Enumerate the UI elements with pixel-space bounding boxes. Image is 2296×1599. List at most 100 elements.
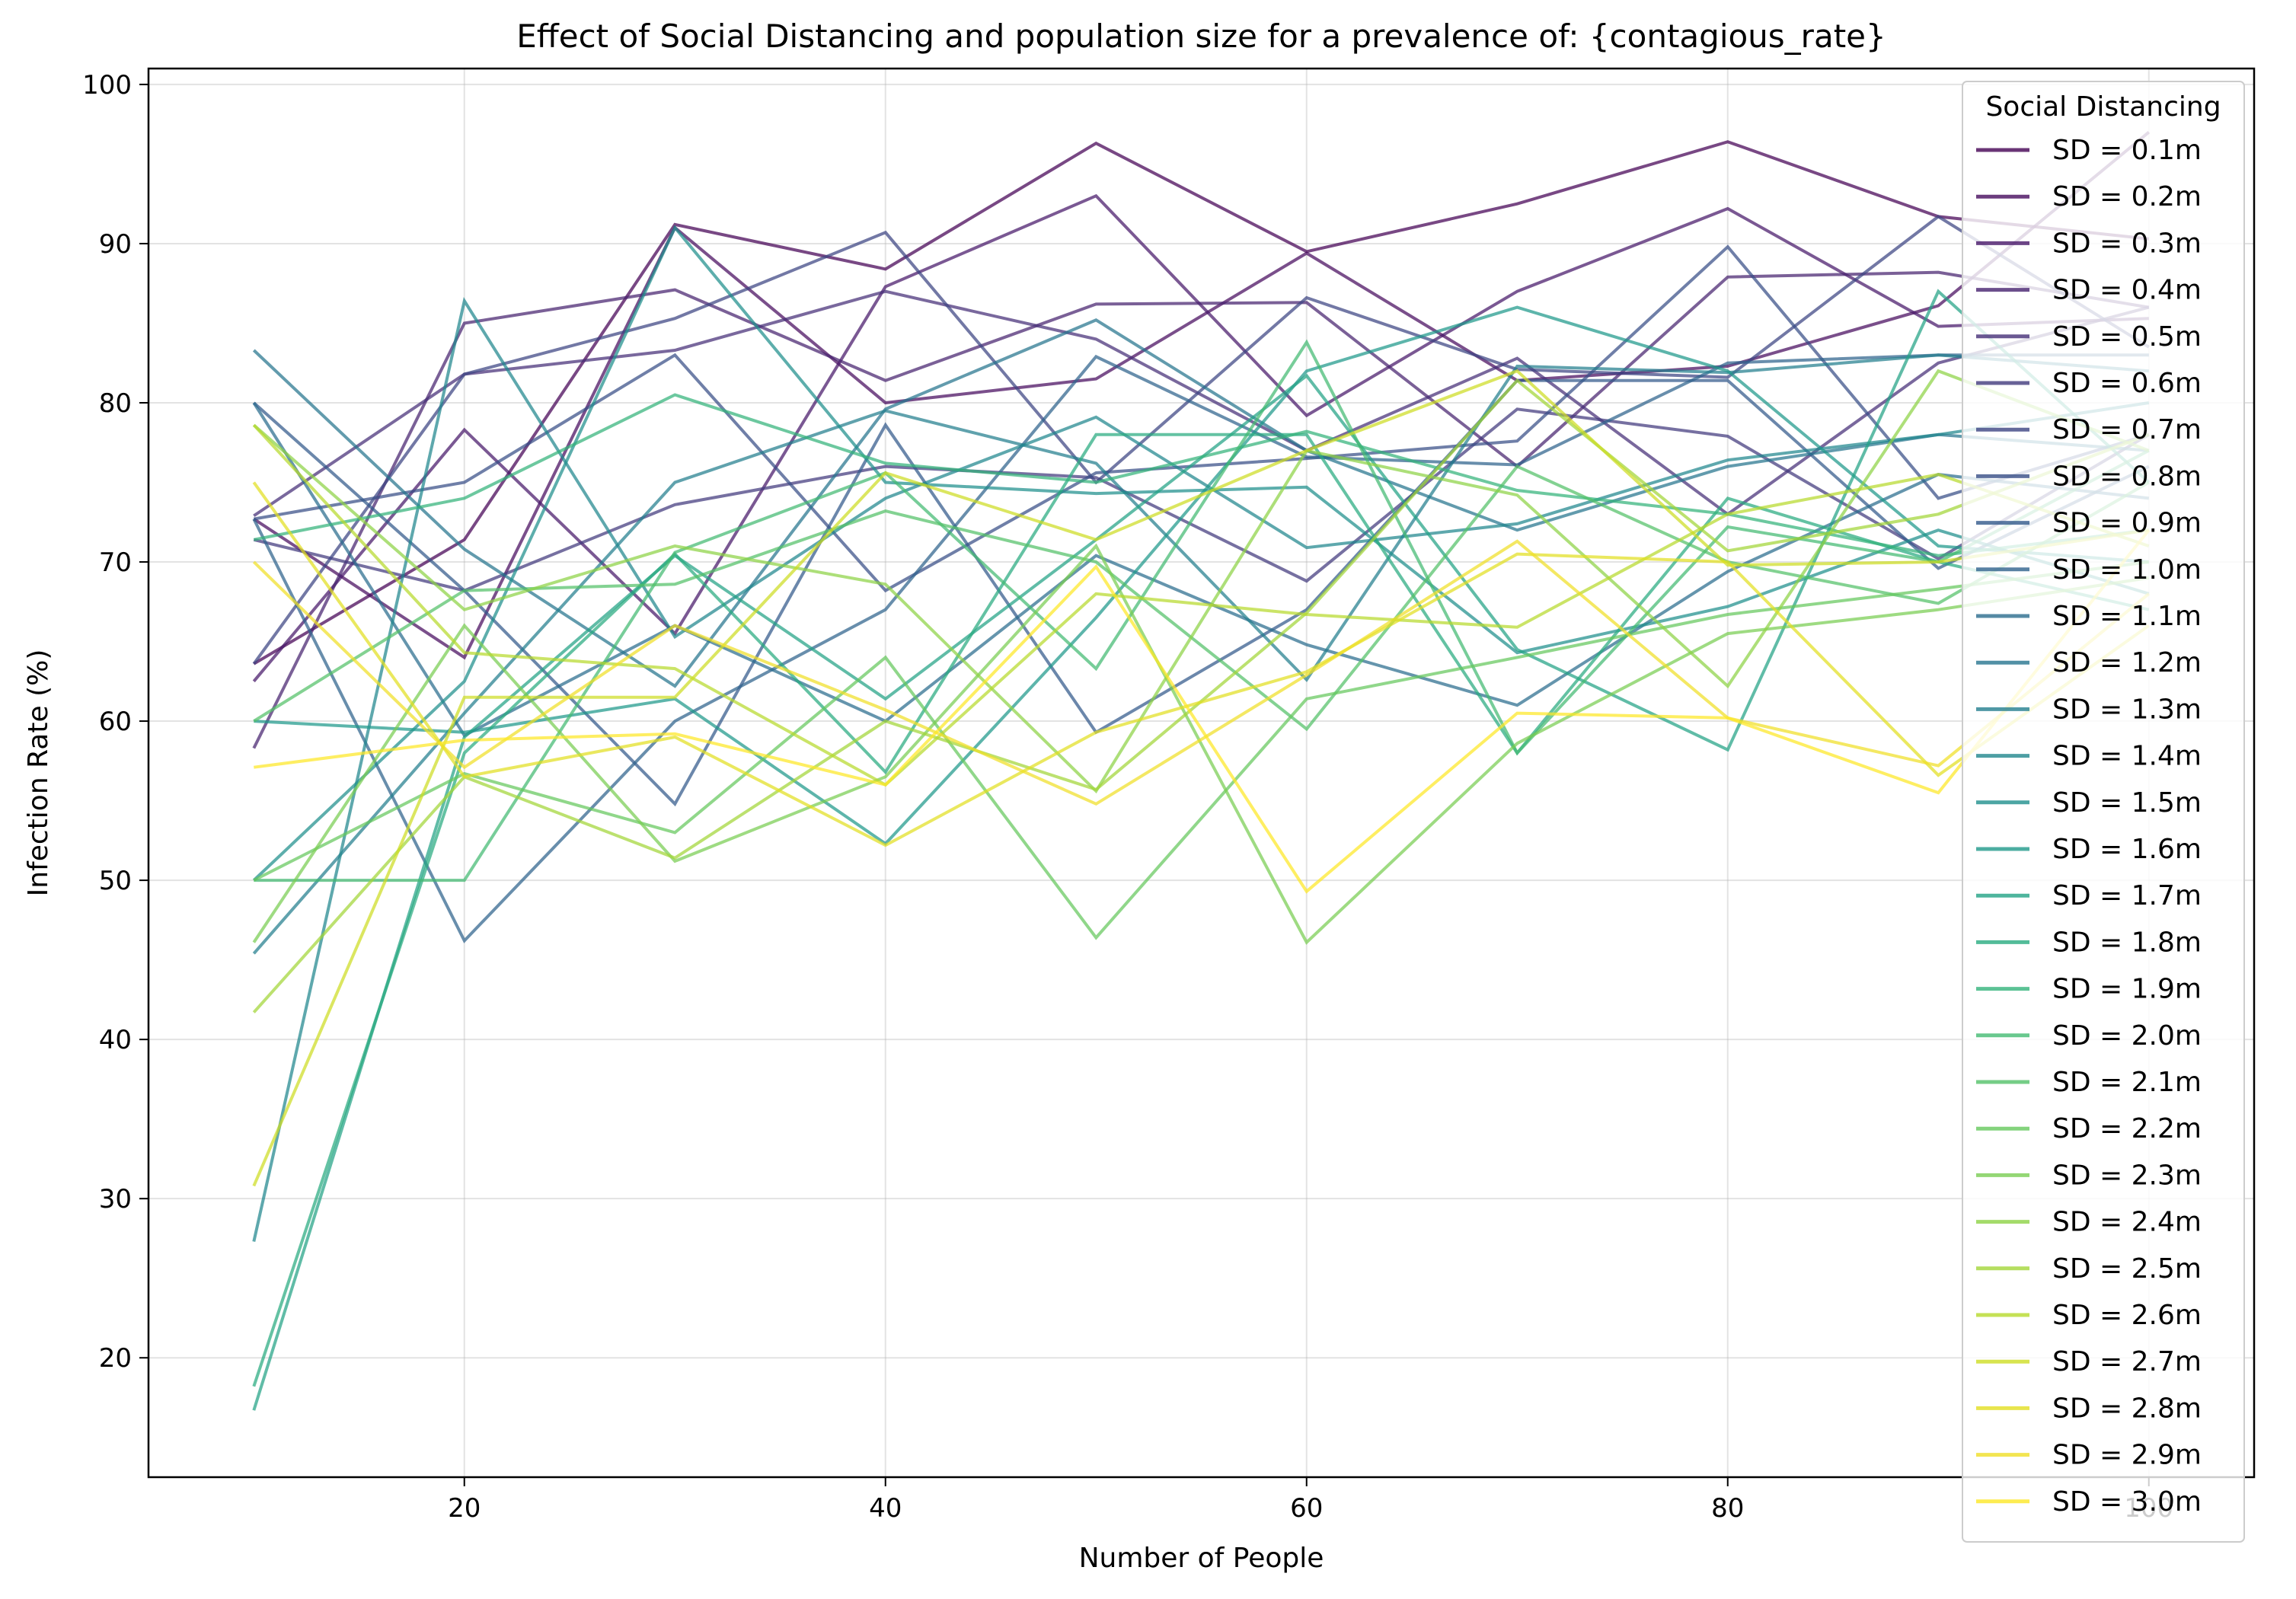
legend-label: SD = 2.8m <box>2052 1393 2202 1424</box>
legend-label: SD = 2.7m <box>2052 1346 2202 1377</box>
legend-item: SD = 1.4m <box>1976 741 2202 772</box>
legend-label: SD = 2.3m <box>2052 1160 2202 1191</box>
y-tick-label: 40 <box>99 1025 132 1055</box>
series-line-1-0m <box>252 353 2149 943</box>
y-tick-label: 100 <box>82 70 132 101</box>
series-line-0-7m <box>252 214 2150 665</box>
legend-item: SD = 0.7m <box>1976 414 2202 445</box>
legend-label: SD = 2.5m <box>2052 1253 2202 1285</box>
legend-item: SD = 0.1m <box>1976 135 2202 166</box>
y-tick-label: 90 <box>99 229 132 260</box>
legend-label: SD = 1.6m <box>2052 834 2202 865</box>
legend-item: SD = 2.3m <box>1976 1160 2202 1191</box>
y-tick-label: 50 <box>99 866 132 896</box>
legend-item: SD = 2.2m <box>1976 1113 2202 1144</box>
legend-label: SD = 0.7m <box>2052 414 2202 445</box>
series-line-0-4m <box>252 270 2150 749</box>
legend-label: SD = 1.8m <box>2052 927 2202 958</box>
series-line-2-3m <box>252 543 2150 945</box>
legend-box <box>1962 81 2245 1543</box>
legend-item: SD = 2.0m <box>1976 1020 2202 1052</box>
legend-label: SD = 0.2m <box>2052 181 2202 212</box>
legend-item: SD = 1.5m <box>1976 787 2202 819</box>
series-line-1-9m <box>253 393 2150 557</box>
series-lines <box>252 131 2151 1411</box>
series-line-2-2m <box>253 560 2150 940</box>
legend-label: SD = 2.9m <box>2052 1440 2202 1471</box>
legend-label: SD = 0.3m <box>2052 228 2202 259</box>
legend-item: SD = 0.6m <box>1976 368 2202 399</box>
series-line-1-3m <box>252 353 2149 955</box>
series-line-2-8m <box>252 481 2150 847</box>
series-line-2-0m <box>254 339 2150 882</box>
legend-label: SD = 1.1m <box>2052 601 2202 632</box>
y-tick-label: 20 <box>99 1343 132 1374</box>
series-line-0-1m <box>253 140 2150 665</box>
legend-label: SD = 2.4m <box>2052 1207 2202 1238</box>
legend-item: SD = 0.2m <box>1976 181 2202 212</box>
series-line-0-2m <box>253 131 2151 660</box>
legend-label: SD = 1.5m <box>2052 787 2202 819</box>
legend-label: SD = 2.1m <box>2052 1067 2202 1098</box>
y-axis-label: Infection Rate (%) <box>23 649 54 897</box>
legend-label: SD = 2.2m <box>2052 1113 2202 1144</box>
chart-title: Effect of Social Distancing and populati… <box>516 18 1886 55</box>
legend-item: SD = 0.8m <box>1976 461 2202 492</box>
x-axis-label: Number of People <box>1079 1543 1324 1574</box>
series-line-2-9m <box>252 539 2151 806</box>
legend-item: SD = 1.3m <box>1976 694 2202 725</box>
x-tick-label: 80 <box>1711 1493 1744 1524</box>
x-tick-label: 60 <box>1290 1493 1323 1524</box>
legend-item: SD = 0.9m <box>1976 508 2202 539</box>
series-line-2-6m <box>252 423 2150 787</box>
legend-label: SD = 0.5m <box>2052 321 2202 353</box>
legend-item: SD = 1.1m <box>1976 601 2202 632</box>
legend-items: SD = 0.1m SD = 0.2m SD = 0.3m SD = 0.4m SD =… <box>1976 135 2202 1518</box>
legend-label: SD = 0.1m <box>2052 135 2202 166</box>
legend-item: SD = 1.2m <box>1976 647 2202 678</box>
series-line-0-3m <box>252 193 2149 683</box>
legend-label: SD = 1.3m <box>2052 694 2202 725</box>
series-line-1-5m <box>252 225 2150 882</box>
legend-item: SD = 1.0m <box>1976 554 2202 586</box>
legend-item: SD = 2.9m <box>1976 1440 2202 1471</box>
legend-item: SD = 0.3m <box>1976 228 2202 259</box>
legend-item: SD = 1.6m <box>1976 834 2202 865</box>
axis-ticks: 204060801002030405060708090100 <box>82 70 2173 1524</box>
y-tick-label: 70 <box>99 547 132 578</box>
legend-item: SD = 2.6m <box>1976 1300 2202 1331</box>
legend-title: Social Distancing <box>1985 91 2221 123</box>
plot-frame <box>147 67 2256 1479</box>
series-line-1-2m <box>252 318 2149 688</box>
legend-item: SD = 2.8m <box>1976 1393 2202 1424</box>
x-tick-label: 40 <box>869 1493 902 1524</box>
legend-label: SD = 1.4m <box>2052 741 2202 772</box>
legend-item: SD = 1.9m <box>1976 974 2202 1005</box>
legend-item: SD = 2.5m <box>1976 1253 2202 1285</box>
legend-label: SD = 1.7m <box>2052 880 2202 911</box>
legend-item: SD = 2.7m <box>1976 1346 2202 1377</box>
legend-item: SD = 2.1m <box>1976 1067 2202 1098</box>
legend-item: SD = 0.5m <box>1976 321 2202 353</box>
legend-label: SD = 0.4m <box>2052 275 2202 306</box>
series-line-0-5m <box>253 289 2150 518</box>
y-tick-label: 30 <box>99 1184 132 1214</box>
legend-label: SD = 2.0m <box>2052 1020 2202 1052</box>
series-line-0-6m <box>253 407 2150 592</box>
series-line-2-4m <box>252 369 2150 794</box>
legend-label: SD = 3.0m <box>2052 1486 2202 1518</box>
legend-label: SD = 1.0m <box>2052 554 2202 586</box>
legend-label: SD = 1.9m <box>2052 974 2202 1005</box>
legend-item: SD = 3.0m <box>1976 1486 2202 1518</box>
series-line-3-0m <box>254 528 2151 894</box>
series-line-0-8m <box>253 244 2150 593</box>
legend-label: SD = 0.9m <box>2052 508 2202 539</box>
legend-label: SD = 1.2m <box>2052 647 2202 678</box>
legend-item: SD = 1.7m <box>1976 880 2202 911</box>
legend-item: SD = 2.4m <box>1976 1207 2202 1238</box>
legend-item: SD = 1.8m <box>1976 927 2202 958</box>
